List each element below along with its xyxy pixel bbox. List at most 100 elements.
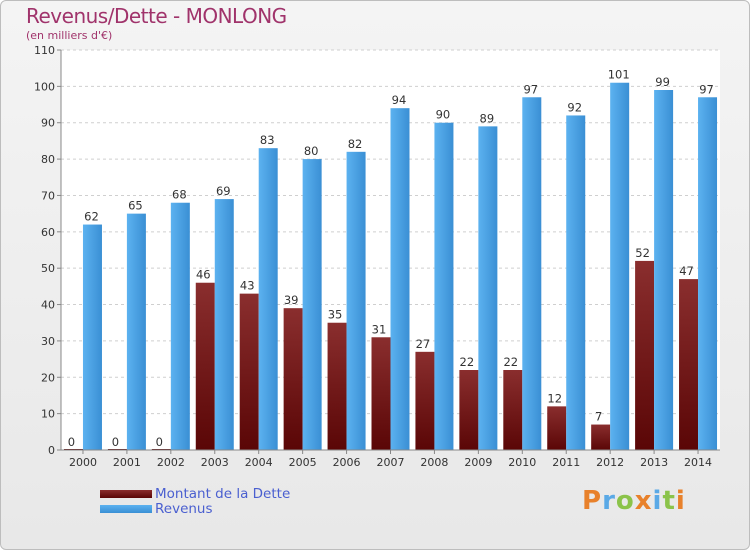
x-tick-label-2007: 2007 [377, 456, 405, 469]
data-label-revenus-2004: 83 [260, 133, 275, 147]
y-tick-label: 30 [41, 335, 55, 348]
y-tick-label: 60 [41, 226, 55, 239]
chart-title: Revenus/Dette - MONLONG [26, 4, 287, 28]
data-label-dette-2012: 7 [595, 410, 602, 424]
logo-letter: x [634, 486, 653, 516]
data-label-revenus-2008: 90 [436, 108, 451, 122]
x-tick-label-2001: 2001 [113, 456, 141, 469]
data-label-dette-2008: 27 [416, 337, 431, 351]
x-tick-label-2012: 2012 [596, 456, 624, 469]
bar-revenus-2000 [82, 224, 102, 450]
bar-revenus-2003 [214, 199, 234, 450]
bar-revenus-2002 [170, 202, 190, 450]
x-tick-label-2008: 2008 [420, 456, 448, 469]
bar-dette-2014 [679, 279, 699, 450]
bars [63, 82, 718, 451]
bar-dette-2009 [459, 370, 479, 450]
y-tick-label: 100 [34, 80, 55, 93]
bar-revenus-2007 [390, 108, 410, 450]
data-label-dette-2005: 39 [284, 293, 299, 307]
bar-dette-2010 [503, 370, 523, 450]
bar-dette-2004 [239, 293, 259, 450]
bar-dette-2005 [283, 308, 303, 450]
bar-dette-2008 [415, 351, 435, 450]
legend-swatch-revenus [100, 505, 152, 513]
data-label-dette-2014: 47 [679, 264, 694, 278]
data-label-dette-2000: 0 [68, 435, 75, 449]
x-tick-label-2003: 2003 [201, 456, 229, 469]
x-tick-label-2010: 2010 [508, 456, 536, 469]
x-tick-label-2011: 2011 [552, 456, 580, 469]
data-label-dette-2010: 22 [503, 355, 518, 369]
logo-letter: i [652, 486, 663, 516]
bar-dette-2007 [371, 337, 391, 450]
y-tick-label: 80 [41, 153, 55, 166]
bar-revenus-2005 [302, 159, 322, 450]
data-label-revenus-2014: 97 [699, 82, 714, 96]
data-label-revenus-2000: 62 [84, 210, 99, 224]
data-label-dette-2007: 31 [372, 322, 387, 336]
x-tick-label-2004: 2004 [245, 456, 273, 469]
data-label-dette-2004: 43 [240, 279, 255, 293]
x-tick-label-2005: 2005 [289, 456, 317, 469]
data-label-dette-2006: 35 [328, 308, 343, 322]
data-label-dette-2009: 22 [460, 355, 475, 369]
logo-letter: t [662, 486, 676, 516]
logo-letter: r [602, 486, 616, 516]
bar-dette-2012 [591, 424, 611, 450]
x-tick-label-2006: 2006 [333, 456, 361, 469]
legend-swatch-dette [100, 490, 152, 498]
x-tick-label-2000: 2000 [69, 456, 97, 469]
y-tick-label: 90 [41, 117, 55, 130]
logo-letter: P [582, 486, 603, 516]
x-tick-label-2002: 2002 [157, 456, 185, 469]
data-label-revenus-2012: 101 [608, 68, 630, 82]
logo-letter: i [675, 486, 686, 516]
logo-letter: o [615, 486, 635, 516]
data-label-dette-2003: 46 [196, 268, 211, 282]
data-label-dette-2013: 52 [635, 246, 650, 260]
bar-revenus-2010 [522, 97, 542, 450]
bar-revenus-2006 [346, 151, 366, 450]
bar-revenus-2012 [610, 82, 630, 451]
x-tick-label-2013: 2013 [640, 456, 668, 469]
data-label-revenus-2013: 99 [655, 75, 670, 89]
y-tick-label: 0 [48, 444, 55, 457]
data-label-revenus-2010: 97 [523, 82, 538, 96]
y-tick-label: 20 [41, 371, 55, 384]
data-label-dette-2001: 0 [112, 435, 119, 449]
x-tick-label-2009: 2009 [464, 456, 492, 469]
data-label-revenus-2002: 68 [172, 188, 187, 202]
bar-dette-2003 [195, 282, 215, 450]
data-label-dette-2011: 12 [547, 391, 562, 405]
bar-dette-2006 [327, 322, 347, 450]
data-label-revenus-2003: 69 [216, 184, 231, 198]
bar-revenus-2009 [478, 126, 498, 450]
bar-revenus-2013 [654, 90, 674, 450]
data-label-dette-2002: 0 [156, 435, 163, 449]
data-label-revenus-2006: 82 [348, 137, 363, 151]
y-tick-label: 40 [41, 299, 55, 312]
data-label-revenus-2009: 89 [480, 111, 495, 125]
chart-subtitle: (en milliers d'€) [26, 29, 113, 42]
bar-revenus-2004 [258, 148, 278, 450]
proxiti-logo: Proxiti [582, 486, 686, 516]
data-label-revenus-2005: 80 [304, 144, 319, 158]
data-labels: 0 62 0 65 0 68 46 69 43 83 39 80 35 82 31 94 27 90 22 89 22 9… [68, 68, 714, 449]
y-tick-label: 10 [41, 408, 55, 421]
data-label-revenus-2011: 92 [567, 100, 582, 114]
y-tick-label: 110 [34, 44, 55, 57]
x-tick-label-2014: 2014 [684, 456, 712, 469]
y-tick-label: 50 [41, 262, 55, 275]
bar-revenus-2011 [566, 115, 586, 451]
data-label-revenus-2001: 65 [128, 199, 143, 213]
bar-dette-2011 [547, 406, 567, 450]
legend-label-revenus: Revenus [155, 501, 213, 517]
data-label-revenus-2007: 94 [392, 93, 407, 107]
legend-label-dette: Montant de la Dette [155, 486, 291, 502]
bar-revenus-2014 [698, 97, 718, 450]
bar-revenus-2008 [434, 122, 454, 451]
bar-dette-2013 [635, 260, 655, 450]
